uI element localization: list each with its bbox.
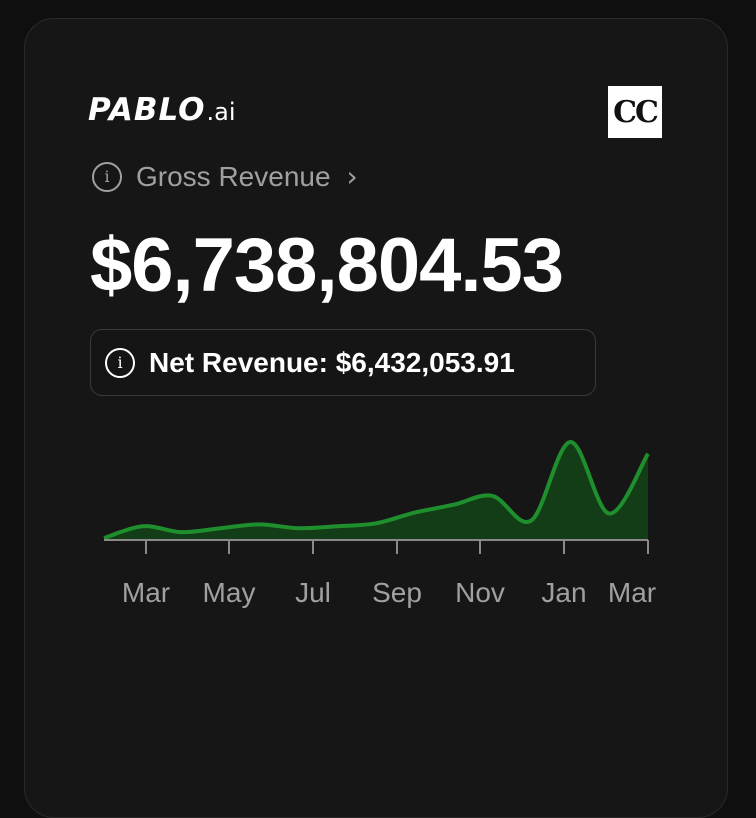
- cc-badge: CC: [608, 86, 662, 138]
- revenue-area: [104, 441, 648, 540]
- gross-revenue-value: $6,738,804.53: [90, 223, 564, 308]
- info-icon[interactable]: i: [105, 347, 135, 378]
- revenue-card: [24, 18, 728, 818]
- x-tick-label: Mar: [122, 577, 170, 608]
- brand-logo: PABLO .ai: [88, 92, 236, 130]
- x-tick-label: Jul: [295, 577, 331, 608]
- x-tick-label: Jan: [541, 577, 586, 608]
- chevron-right-icon: ›: [346, 160, 358, 193]
- net-revenue-text: Net Revenue: $6,432,053.91: [149, 346, 515, 378]
- revenue-chart: Mar May Jul Sep Nov Jan Mar: [103, 440, 656, 608]
- revenue-line: [103, 440, 650, 540]
- x-tick-label: May: [203, 577, 256, 608]
- logo-suffix-text: .ai: [206, 98, 236, 126]
- logo-main-text: PABLO: [88, 92, 206, 128]
- x-tick-label: Mar: [608, 577, 656, 608]
- x-axis-ticks: Mar May Jul Sep Nov Jan Mar: [122, 540, 656, 608]
- gross-revenue-link[interactable]: i Gross Revenue ›: [92, 160, 358, 193]
- x-tick-label: Sep: [372, 577, 422, 608]
- x-tick-label: Nov: [455, 577, 505, 608]
- net-revenue-box: i Net Revenue: $6,432,053.91: [90, 329, 596, 396]
- info-icon[interactable]: i: [92, 161, 122, 192]
- gross-revenue-label: Gross Revenue: [136, 160, 331, 192]
